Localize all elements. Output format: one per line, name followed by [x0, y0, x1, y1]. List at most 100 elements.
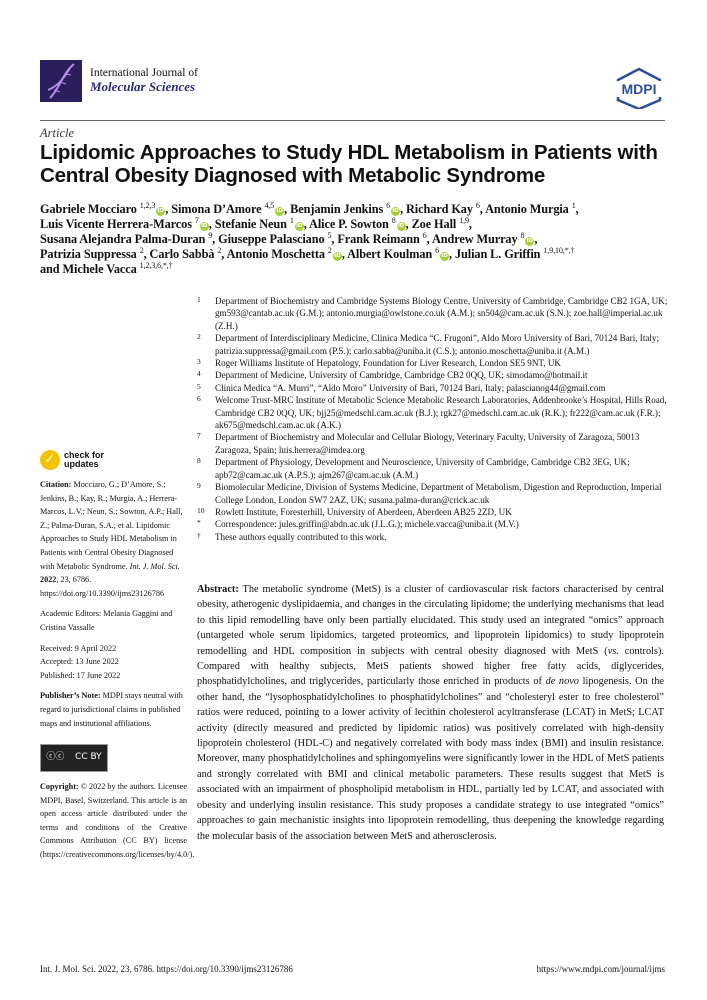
- academic-editors: Academic Editors: Melania Gaggini and Cr…: [40, 609, 173, 632]
- cc-by-license-badge[interactable]: ⓒⓒ CC BY: [40, 744, 108, 773]
- orcid-icon[interactable]: iD: [440, 252, 450, 261]
- affiliation-item: 7 Department of Biochemistry and Molecula…: [197, 431, 672, 456]
- author-name: Carlo Sabbà: [149, 247, 215, 261]
- mdpi-logo-icon: MDPI: [614, 67, 664, 111]
- footer-citation: Int. J. Mol. Sci. 2022, 23, 6786. https:…: [40, 964, 293, 974]
- check-for-updates-button[interactable]: ✓ check for updates: [40, 450, 187, 470]
- affiliation-item: 3 Roger Williams Institute of Hepatology,…: [197, 357, 672, 369]
- affiliation-item: 8 Department of Physiology, Development a…: [197, 456, 672, 481]
- author-affiliation-sup: 1,9: [459, 216, 469, 225]
- affiliation-text: Department of Biochemistry and Molecular…: [215, 432, 640, 455]
- affiliation-item: 10 Rowlett Institute, Foresterhill, Unive…: [197, 506, 672, 518]
- affiliation-item: † These authors equally contributed to th…: [197, 531, 672, 543]
- affiliation-number: 4: [197, 369, 201, 379]
- author-affiliation-sup: 5: [327, 231, 332, 240]
- author-affiliation-sup: 7: [194, 216, 199, 225]
- affiliation-text: Rowlett Institute, Foresterhill, Univers…: [215, 506, 512, 517]
- author-name: Michele Vacca: [62, 262, 137, 276]
- author-affiliation-sup: 6: [475, 201, 480, 210]
- author-name: Andrew Murray: [431, 232, 518, 246]
- author-list: Gabriele Mocciaro 1,2,3iD, Simona D’Amor…: [40, 201, 579, 277]
- journal-logo-icon: [40, 60, 82, 102]
- journal-line2: Molecular Sciences: [90, 79, 196, 94]
- author-affiliation-sup: 1,2,3,6,*,†: [139, 261, 173, 270]
- text-segment: The metabolic syndrome (MetS) is a clust…: [197, 584, 664, 657]
- author-affiliation-sup: 4,5: [264, 201, 275, 210]
- publishers-note: Publisher’s Note: MDPI stays neutral wit…: [40, 689, 187, 730]
- orcid-icon[interactable]: iD: [199, 222, 209, 231]
- author-affiliation-sup: 6: [386, 201, 391, 210]
- affiliation-text: Department of Biochemistry and Cambridge…: [215, 296, 668, 331]
- affiliation-number: 8: [197, 456, 201, 466]
- author-name: Benjamin Jenkins: [290, 202, 384, 216]
- author-affiliation-sup: 1: [289, 216, 294, 225]
- affiliation-item: 1 Department of Biochemistry and Cambridg…: [197, 295, 672, 332]
- journal-line1: International Journal of: [90, 67, 198, 79]
- author-affiliation-sup: 9: [208, 231, 213, 240]
- author-affiliation-sup: 6: [422, 231, 427, 240]
- author-name: Antonio Moschetta: [226, 247, 325, 261]
- affiliation-number: 9: [197, 481, 201, 491]
- affiliation-text: Biomolecular Medicine, Division of Syste…: [215, 482, 662, 505]
- accepted-date: Accepted: 13 June 2022: [40, 657, 119, 667]
- affiliation-number: 2: [197, 332, 201, 342]
- affiliation-number: 5: [197, 381, 201, 391]
- check-updates-line2: updates: [64, 459, 99, 469]
- affiliation-item: 2 Department of Interdisciplinary Medicin…: [197, 332, 672, 357]
- article-title: Lipidomic Approaches to Study HDL Metabo…: [40, 141, 658, 187]
- text-segment: vs.: [607, 645, 619, 657]
- affiliation-number: *: [197, 518, 201, 528]
- cc-icon: ⓒⓒ: [46, 752, 65, 763]
- text-segment: de novo: [545, 676, 579, 688]
- affiliation-text: Roger Williams Institute of Hepatology, …: [215, 358, 561, 369]
- affiliation-text: Department of Interdisciplinary Medicine…: [215, 333, 659, 356]
- orcid-icon[interactable]: iD: [525, 237, 535, 246]
- text-segment: Abstract:: [197, 584, 239, 595]
- affiliation-item: * Correspondence: jules.griffin@abdn.ac.u…: [197, 518, 672, 530]
- author-affiliation-sup: 2: [327, 246, 332, 255]
- citation: Citation: Mocciaro, G.; D’Amore, S.; Jen…: [40, 478, 187, 600]
- orcid-icon[interactable]: iD: [156, 207, 166, 216]
- affiliation-number: 10: [197, 505, 205, 515]
- cc-badge-label: CC BY: [75, 752, 102, 763]
- check-updates-line1: check for: [64, 450, 105, 460]
- author-affiliation-sup: 1,9,10,*,†: [543, 246, 575, 255]
- affiliation-number: 6: [197, 394, 201, 404]
- author-name: Alice P. Sowton: [309, 217, 389, 231]
- orcid-icon[interactable]: iD: [332, 252, 342, 261]
- author-name: Giuseppe Palasciano: [218, 232, 325, 246]
- footer-journal-link[interactable]: https://www.mdpi.com/journal/ijms: [536, 964, 665, 974]
- author-name: Stefanie Neun: [214, 217, 287, 231]
- author-name: Patrizia Suppressa: [40, 247, 137, 261]
- author-affiliation-sup: 1,2,3: [139, 201, 156, 210]
- text-segment: , 23, 6786. https://doi.org/10.3390/ijms…: [40, 575, 165, 598]
- affiliation-text: These authors equally contributed to thi…: [215, 531, 387, 542]
- author-name: Gabriele Mocciaro: [40, 202, 137, 216]
- orcid-icon[interactable]: iD: [294, 222, 304, 231]
- text-segment: Int. J. Mol. Sci.: [129, 561, 180, 571]
- svg-text:MDPI: MDPI: [622, 81, 657, 97]
- author-affiliation-sup: 8: [391, 216, 396, 225]
- affiliation-item: 9 Biomolecular Medicine, Division of Syst…: [197, 481, 672, 506]
- journal-name: International Journal of Molecular Scien…: [90, 66, 198, 94]
- author-name: Susana Alejandra Palma-Duran: [40, 232, 206, 246]
- orcid-icon[interactable]: iD: [391, 207, 401, 216]
- check-icon: ✓: [40, 450, 60, 470]
- affiliation-number: 3: [197, 357, 201, 367]
- affiliation-item: 6 Welcome Trust-MRC Institute of Metaboli…: [197, 394, 672, 431]
- text-segment: controls). Compared with healthy subject…: [197, 645, 664, 688]
- publishers-note-text: MDPI stays neutral with regard to jurisd…: [40, 691, 183, 728]
- published-date: Published: 17 June 2022: [40, 670, 121, 680]
- affiliation-text: Welcome Trust-MRC Institute of Metabolic…: [215, 395, 667, 431]
- article-type: Article: [40, 126, 75, 140]
- text-segment: 2022: [40, 575, 57, 585]
- orcid-icon[interactable]: iD: [396, 222, 406, 231]
- header-divider: [40, 120, 665, 121]
- author-name: Frank Reimann: [337, 232, 420, 246]
- text-segment: lipogenesis. On the other hand, the “lys…: [197, 676, 664, 842]
- text-segment: Citation:: [40, 480, 72, 489]
- affiliation-text: Correspondence: jules.griffin@abdn.ac.uk…: [215, 519, 519, 530]
- affiliations: 1 Department of Biochemistry and Cambridg…: [197, 295, 672, 543]
- affiliation-item: 5 Clinica Medica “A. Murri”, “Aldo Moro” …: [197, 382, 672, 394]
- orcid-icon[interactable]: iD: [275, 207, 285, 216]
